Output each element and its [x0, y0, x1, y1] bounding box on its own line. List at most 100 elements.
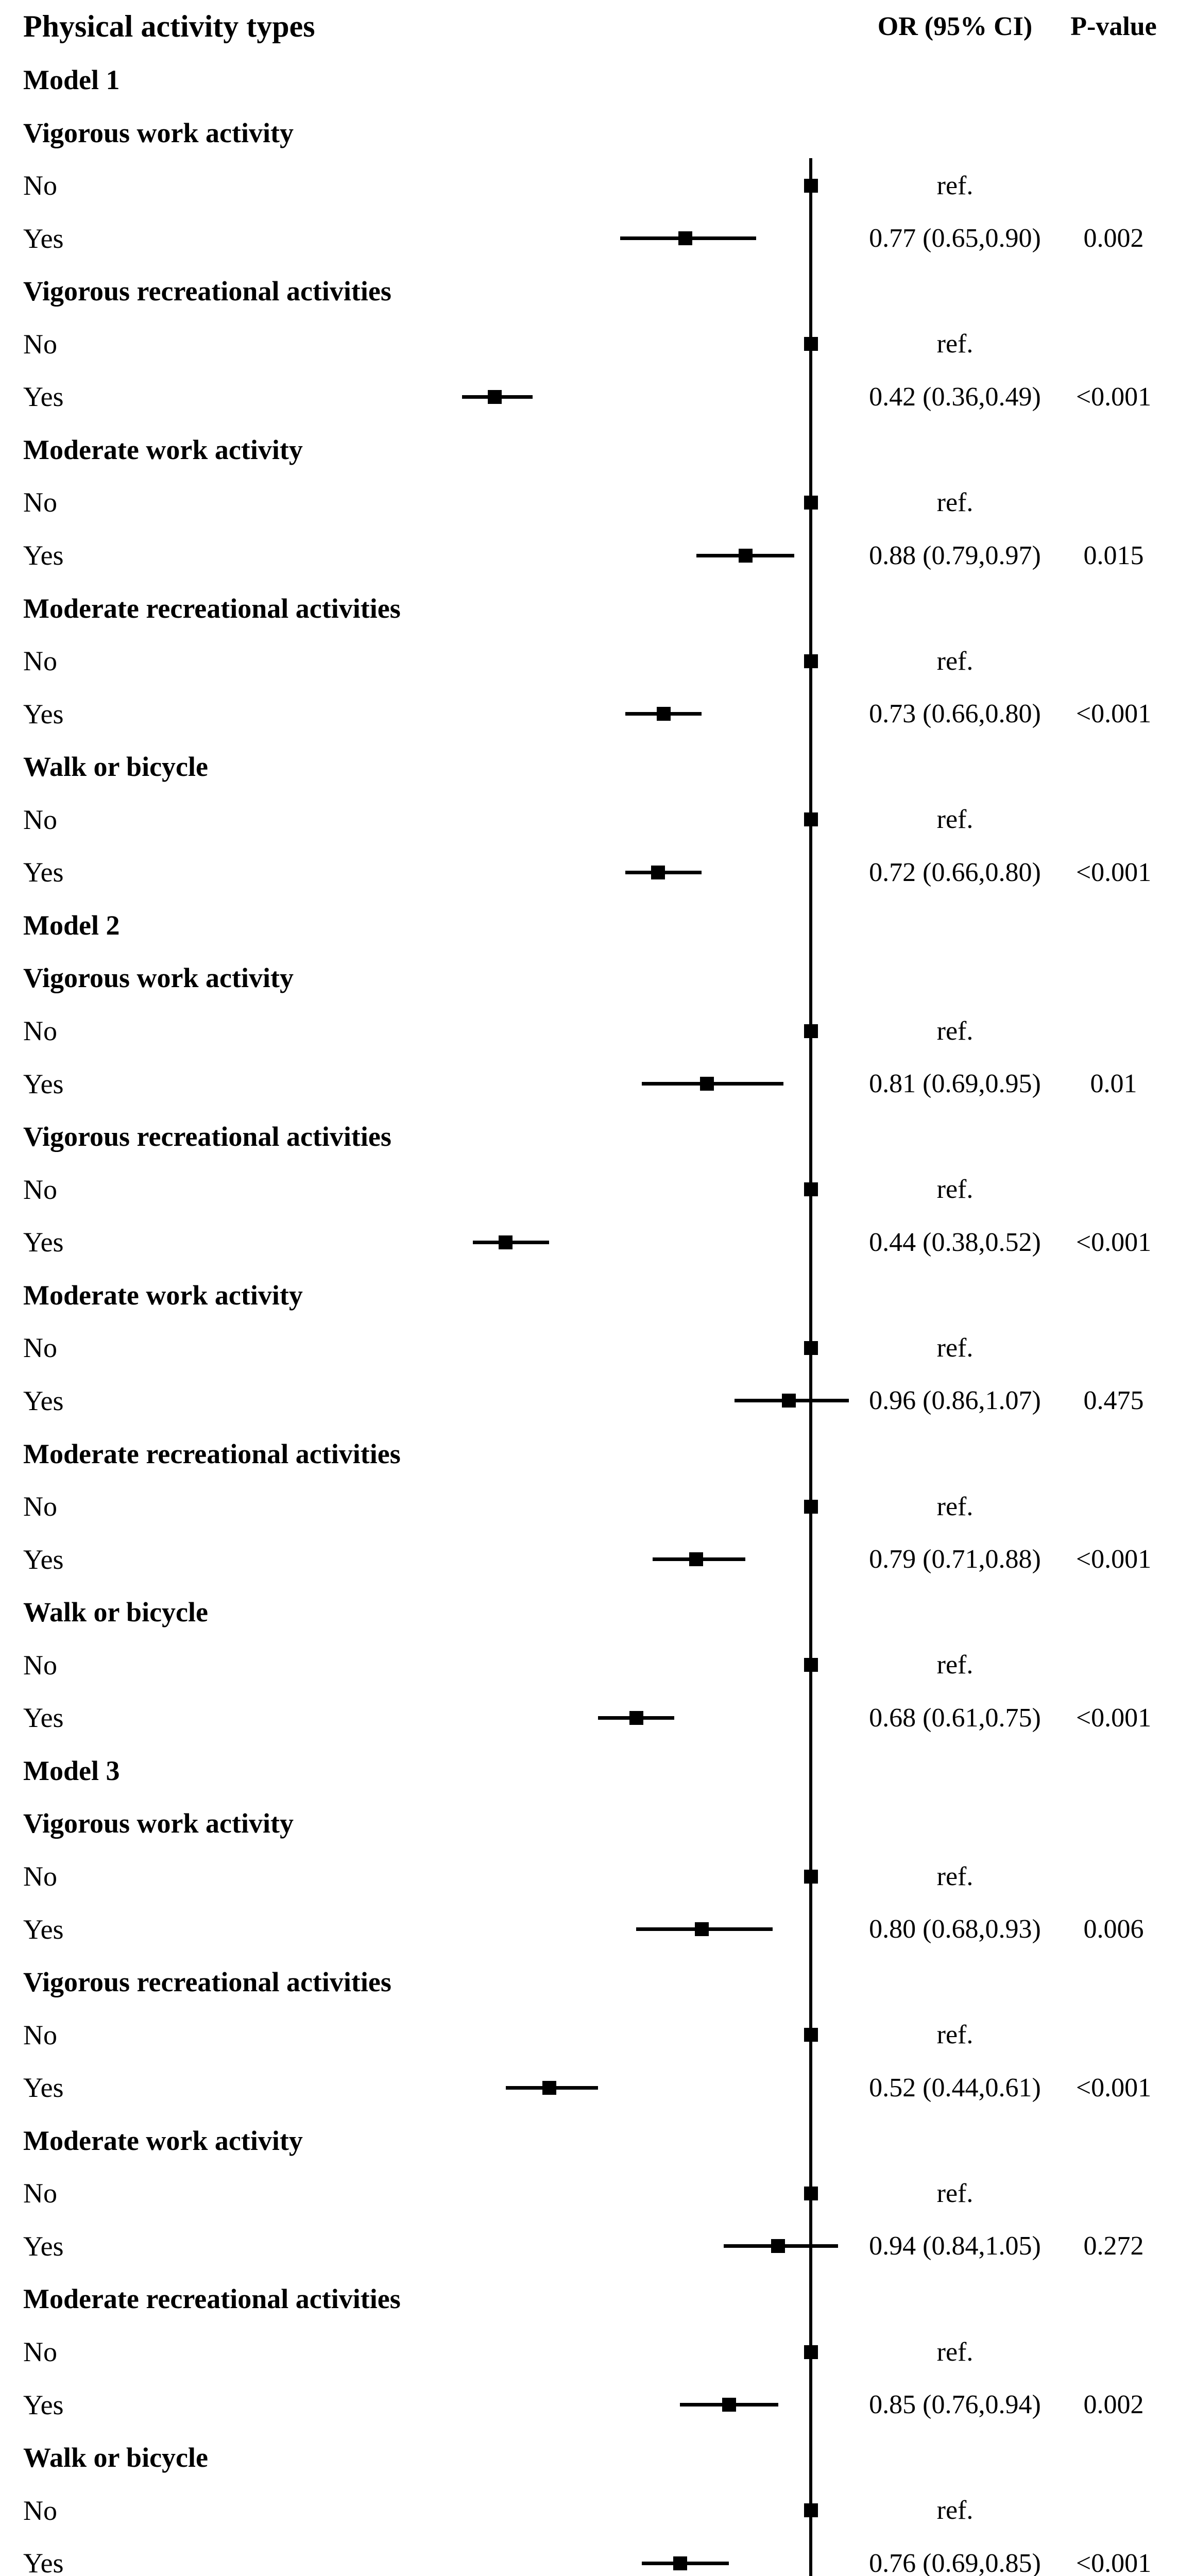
ref-square-marker — [804, 654, 818, 668]
activity-row: Vigorous recreational activities — [0, 1956, 1178, 2009]
or-ref-text: ref. — [936, 329, 974, 359]
or-square-marker — [629, 1710, 643, 1725]
ref-square-marker — [804, 1341, 818, 1355]
or-ref-text: ref. — [936, 1861, 974, 1891]
activity-label: Moderate recreational activities — [23, 2283, 401, 2315]
p-value-text: <0.001 — [1075, 2073, 1152, 2103]
level-label: Yes — [23, 857, 64, 888]
level-label: Yes — [23, 2072, 64, 2104]
p-value-text: 0.002 — [1083, 2390, 1144, 2420]
level-label: Yes — [23, 2548, 64, 2576]
level-label: No — [23, 1491, 57, 1522]
p-value-text: <0.001 — [1075, 1227, 1152, 1257]
ref-square-marker — [804, 2028, 818, 2042]
or-square-marker — [722, 2398, 736, 2412]
reference-level-row: No ref. — [0, 1850, 1178, 1903]
p-value-text: <0.001 — [1075, 1545, 1152, 1574]
estimate-level-row: Yes 0.77 (0.65,0.90) 0.002 — [0, 212, 1178, 265]
or-square-marker — [771, 2239, 786, 2253]
level-label: No — [23, 1015, 57, 1047]
ref-square-marker — [804, 2345, 818, 2359]
reference-level-row: No ref. — [0, 476, 1178, 529]
or-ci-text: 0.73 (0.66,0.80) — [869, 699, 1041, 729]
level-label: Yes — [23, 381, 64, 413]
level-label: Yes — [23, 1702, 64, 1734]
ref-square-marker — [804, 1658, 818, 1672]
activity-label: Walk or bicycle — [23, 1597, 208, 1628]
or-ci-text: 0.80 (0.68,0.93) — [869, 1914, 1041, 1944]
or-column-header: OR (95% CI) — [877, 12, 1033, 41]
activity-row: Walk or bicycle — [0, 2431, 1178, 2484]
activity-row: Moderate recreational activities — [0, 1427, 1178, 1480]
or-square-marker — [499, 1235, 513, 1249]
level-label: No — [23, 2336, 57, 2368]
estimate-level-row: Yes 0.85 (0.76,0.94) 0.002 — [0, 2378, 1178, 2431]
or-ci-text: 0.76 (0.69,0.85) — [869, 2548, 1041, 2576]
reference-level-row: No ref. — [0, 635, 1178, 688]
ref-square-marker — [804, 495, 818, 510]
ref-square-marker — [804, 1499, 818, 1514]
or-ref-text: ref. — [936, 2178, 974, 2208]
estimate-level-row: Yes 0.73 (0.66,0.80) <0.001 — [0, 687, 1178, 740]
activity-row: Vigorous work activity — [0, 1797, 1178, 1850]
or-ci-text: 0.94 (0.84,1.05) — [869, 2231, 1041, 2261]
or-ci-text: 0.85 (0.76,0.94) — [869, 2390, 1041, 2420]
estimate-level-row: Yes 0.52 (0.44,0.61) <0.001 — [0, 2061, 1178, 2114]
activity-label: Moderate work activity — [23, 1279, 303, 1311]
or-ref-text: ref. — [936, 2337, 974, 2367]
p-value-text: 0.272 — [1083, 2231, 1144, 2261]
level-label: No — [23, 1861, 57, 1892]
level-label: Yes — [23, 1385, 64, 1416]
level-label: No — [23, 1332, 57, 1364]
or-square-marker — [673, 2556, 687, 2570]
estimate-level-row: Yes 0.94 (0.84,1.05) 0.272 — [0, 2219, 1178, 2273]
estimate-level-row: Yes 0.76 (0.69,0.85) <0.001 — [0, 2537, 1178, 2576]
or-square-marker — [738, 548, 753, 563]
activity-row: Vigorous work activity — [0, 106, 1178, 159]
activity-row: Vigorous recreational activities — [0, 1110, 1178, 1163]
or-square-marker — [651, 865, 665, 879]
level-label: No — [23, 487, 57, 518]
or-ref-text: ref. — [936, 2020, 974, 2050]
level-label: No — [23, 646, 57, 677]
activity-row: Vigorous recreational activities — [0, 265, 1178, 318]
or-ci-text: 0.79 (0.71,0.88) — [869, 1545, 1041, 1574]
or-ref-text: ref. — [936, 646, 974, 676]
level-label: No — [23, 170, 57, 201]
activity-row: Moderate recreational activities — [0, 582, 1178, 635]
estimate-level-row: Yes 0.81 (0.69,0.95) 0.01 — [0, 1057, 1178, 1110]
model-row: Model 2 — [0, 899, 1178, 952]
estimate-level-row: Yes 0.80 (0.68,0.93) 0.006 — [0, 1903, 1178, 1956]
ref-square-marker — [804, 1024, 818, 1038]
or-ref-text: ref. — [936, 805, 974, 835]
activity-column-header: Physical activity types — [23, 9, 315, 43]
activity-label: Moderate recreational activities — [23, 1438, 401, 1469]
or-square-marker — [694, 1922, 709, 1937]
or-ref-text: ref. — [936, 1016, 974, 1046]
activity-row: Walk or bicycle — [0, 740, 1178, 793]
or-square-marker — [542, 2080, 556, 2095]
or-ci-text: 0.52 (0.44,0.61) — [869, 2073, 1041, 2103]
reference-level-row: No ref. — [0, 1480, 1178, 1533]
ref-square-marker — [804, 178, 818, 193]
reference-level-row: No ref. — [0, 1321, 1178, 1375]
or-ref-text: ref. — [936, 1333, 974, 1363]
or-ci-text: 0.72 (0.66,0.80) — [869, 857, 1041, 887]
p-value-text: 0.006 — [1083, 1914, 1144, 1944]
level-label: Yes — [23, 698, 64, 730]
reference-level-row: No ref. — [0, 2008, 1178, 2061]
reference-level-row: No ref. — [0, 2484, 1178, 2537]
activity-label: Vigorous recreational activities — [23, 1121, 391, 1153]
estimate-level-row: Yes 0.88 (0.79,0.97) 0.015 — [0, 529, 1178, 582]
level-label: Yes — [23, 2230, 64, 2262]
activity-row: Walk or bicycle — [0, 1586, 1178, 1639]
or-square-marker — [689, 1552, 704, 1567]
reference-level-row: No ref. — [0, 317, 1178, 370]
activity-label: Vigorous work activity — [23, 962, 294, 994]
estimate-level-row: Yes 0.79 (0.71,0.88) <0.001 — [0, 1533, 1178, 1586]
or-ref-text: ref. — [936, 487, 974, 517]
activity-label: Moderate recreational activities — [23, 592, 401, 624]
or-ref-text: ref. — [936, 1175, 974, 1205]
or-ref-text: ref. — [936, 171, 974, 200]
